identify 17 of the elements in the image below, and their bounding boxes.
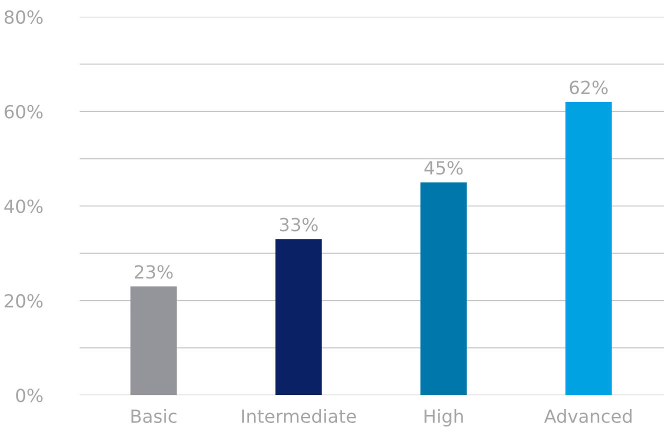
x-tick-label: Basic bbox=[131, 409, 176, 424]
x-tick-label: Advanced bbox=[544, 409, 632, 424]
y-tick-label: 20% bbox=[4, 294, 43, 308]
x-tick-label: High bbox=[424, 409, 463, 427]
y-tick-label: 60% bbox=[4, 104, 43, 119]
bar bbox=[565, 102, 612, 396]
data-label: 62% bbox=[570, 80, 608, 94]
bar bbox=[420, 182, 467, 396]
bar bbox=[130, 286, 177, 396]
y-tick-label: 0% bbox=[16, 388, 43, 402]
x-tick-label: Intermediate bbox=[242, 409, 356, 424]
bar bbox=[275, 239, 322, 396]
y-tick-label: 40% bbox=[4, 199, 43, 214]
data-label: 23% bbox=[134, 265, 173, 279]
y-tick-label: 80% bbox=[4, 10, 43, 24]
data-label: 45% bbox=[424, 161, 463, 175]
data-label: 33% bbox=[280, 218, 318, 232]
